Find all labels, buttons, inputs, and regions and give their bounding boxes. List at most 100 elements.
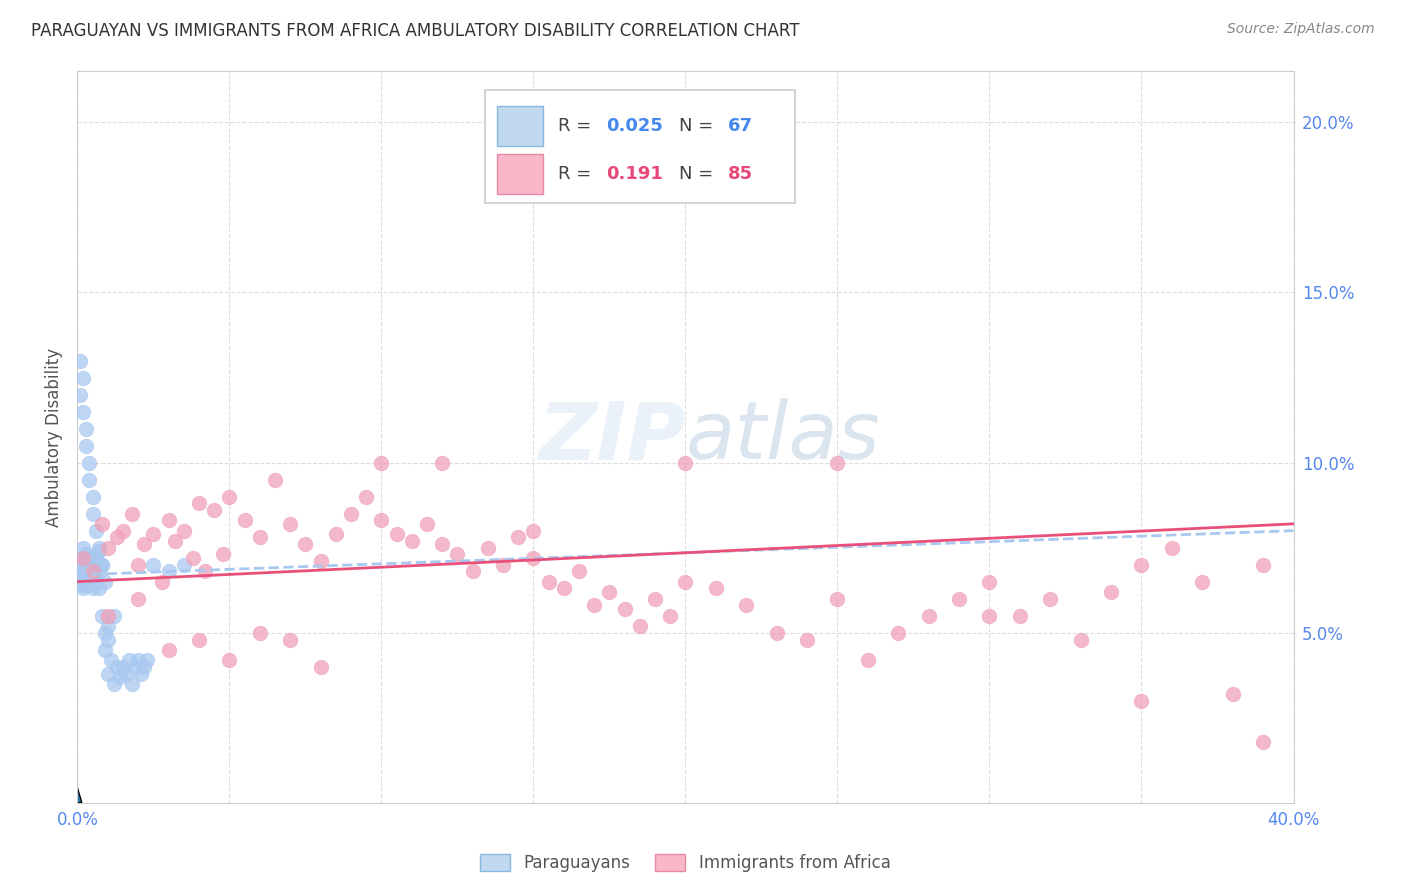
Point bbox=[264, 473, 287, 487]
Point bbox=[69, 565, 91, 579]
Point bbox=[142, 527, 165, 541]
Point bbox=[598, 585, 620, 599]
Point bbox=[492, 558, 515, 572]
Point bbox=[90, 608, 112, 623]
Point bbox=[84, 550, 107, 565]
Point bbox=[127, 653, 149, 667]
Point bbox=[370, 456, 392, 470]
Point bbox=[979, 574, 1001, 589]
Point bbox=[249, 625, 271, 640]
Point bbox=[111, 524, 134, 538]
Point bbox=[309, 659, 332, 673]
Point bbox=[796, 632, 818, 647]
Point bbox=[370, 513, 392, 527]
Point bbox=[294, 537, 316, 551]
Point bbox=[97, 666, 120, 681]
Point bbox=[124, 659, 146, 673]
Point bbox=[628, 619, 651, 633]
Point bbox=[87, 541, 110, 555]
Point bbox=[127, 591, 149, 606]
Point bbox=[115, 666, 138, 681]
Y-axis label: Ambulatory Disability: Ambulatory Disability bbox=[45, 348, 63, 526]
FancyArrow shape bbox=[73, 788, 82, 803]
Point bbox=[1008, 608, 1031, 623]
Point bbox=[75, 439, 97, 453]
Point bbox=[416, 516, 439, 531]
Point bbox=[1039, 591, 1062, 606]
Text: 0.191: 0.191 bbox=[606, 165, 664, 183]
Bar bbox=[496, 106, 543, 146]
Point bbox=[157, 642, 180, 657]
Point bbox=[278, 516, 301, 531]
Point bbox=[568, 565, 591, 579]
Point bbox=[84, 524, 107, 538]
Point bbox=[136, 653, 159, 667]
Point bbox=[613, 602, 636, 616]
Text: ZIP: ZIP bbox=[538, 398, 686, 476]
Legend: Paraguayans, Immigrants from Africa: Paraguayans, Immigrants from Africa bbox=[474, 847, 897, 879]
Text: N =: N = bbox=[679, 117, 720, 136]
Point bbox=[90, 516, 112, 531]
Point bbox=[79, 565, 101, 579]
Point bbox=[118, 653, 141, 667]
Point bbox=[918, 608, 941, 623]
Point bbox=[134, 659, 156, 673]
Text: 67: 67 bbox=[728, 117, 754, 136]
Point bbox=[218, 490, 240, 504]
Point bbox=[401, 533, 423, 548]
Text: N =: N = bbox=[679, 165, 720, 183]
Text: PARAGUAYAN VS IMMIGRANTS FROM AFRICA AMBULATORY DISABILITY CORRELATION CHART: PARAGUAYAN VS IMMIGRANTS FROM AFRICA AMB… bbox=[31, 22, 800, 40]
Point bbox=[233, 513, 256, 527]
Point bbox=[1130, 694, 1153, 708]
Point bbox=[188, 496, 211, 510]
Point bbox=[765, 625, 787, 640]
Point bbox=[354, 490, 377, 504]
Point bbox=[108, 670, 131, 684]
Point bbox=[79, 574, 101, 589]
Text: 0.025: 0.025 bbox=[606, 117, 664, 136]
Point bbox=[82, 582, 104, 596]
Point bbox=[75, 421, 97, 435]
Point bbox=[142, 558, 165, 572]
Point bbox=[103, 677, 125, 691]
Point bbox=[93, 642, 115, 657]
Point bbox=[72, 565, 94, 579]
Point bbox=[173, 524, 195, 538]
Point bbox=[72, 550, 94, 565]
Point bbox=[461, 565, 484, 579]
FancyBboxPatch shape bbox=[485, 90, 794, 203]
Point bbox=[72, 541, 94, 555]
Point bbox=[84, 571, 107, 585]
Point bbox=[675, 456, 697, 470]
Point bbox=[212, 548, 235, 562]
Point bbox=[103, 608, 125, 623]
Point bbox=[75, 548, 97, 562]
Point bbox=[553, 582, 575, 596]
Point bbox=[90, 558, 112, 572]
Text: atlas: atlas bbox=[686, 398, 880, 476]
Point bbox=[659, 608, 682, 623]
Point bbox=[827, 456, 849, 470]
Point bbox=[134, 537, 156, 551]
Point bbox=[82, 567, 104, 582]
Point bbox=[537, 574, 560, 589]
Point bbox=[79, 550, 101, 565]
Point bbox=[100, 653, 122, 667]
Point bbox=[82, 490, 104, 504]
Point bbox=[887, 625, 910, 640]
Point bbox=[82, 507, 104, 521]
Point bbox=[1070, 632, 1092, 647]
Point bbox=[97, 608, 120, 623]
Point bbox=[508, 531, 530, 545]
Point bbox=[430, 537, 453, 551]
Point bbox=[522, 550, 544, 565]
Point bbox=[385, 527, 408, 541]
Text: R =: R = bbox=[558, 117, 596, 136]
Point bbox=[129, 666, 152, 681]
Point bbox=[75, 571, 97, 585]
Point bbox=[93, 625, 115, 640]
Text: 85: 85 bbox=[728, 165, 754, 183]
Point bbox=[69, 353, 91, 368]
Point bbox=[157, 513, 180, 527]
Point bbox=[75, 561, 97, 575]
